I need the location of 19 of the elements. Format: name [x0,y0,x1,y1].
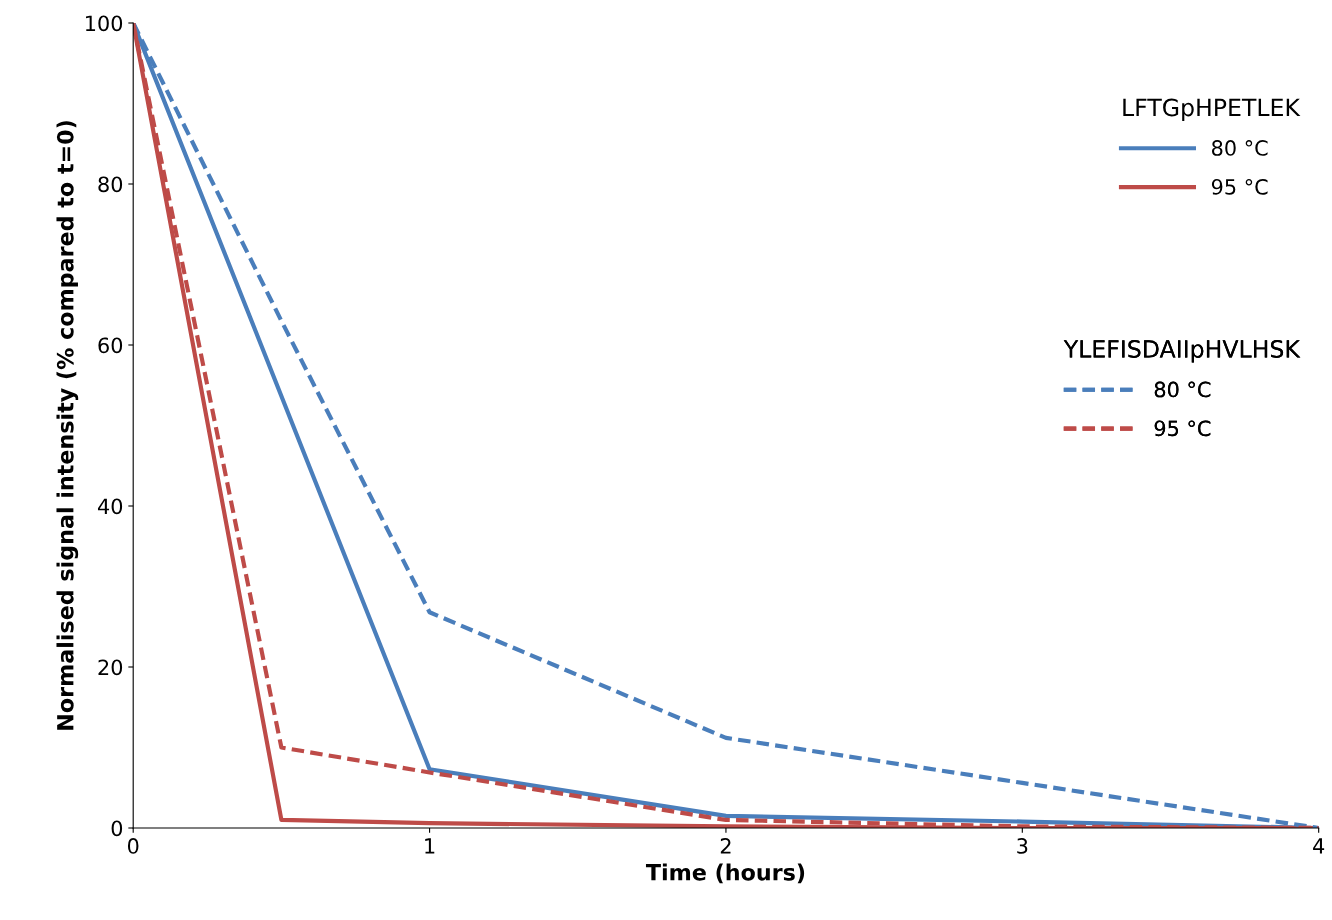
x-tick-label: 0 [127,838,139,854]
legend-label: 80 °C [1154,381,1211,398]
y-tick-label: 0 [111,820,123,837]
x-tick-label: 4 [1313,838,1325,854]
y-tick-label: 80 [98,176,123,193]
y-axis-title: Normalised signal intensity (% compared to t=0) [56,121,79,730]
legend-label: 80 °C [1212,140,1268,156]
x-tick-label: 3 [1017,838,1028,854]
text: YLEFISDAIIpHVLHSK [1063,340,1301,363]
y-tick-label: 100 [86,15,123,32]
y-tick-label: 60 [98,337,123,354]
y-tick-label: 20 [98,659,123,676]
legend-label: 95 °C [1211,178,1268,195]
y-tick-label: 40 [97,498,123,515]
x-tick-label: 1 [425,838,435,854]
x-tick-label: 2 [720,838,731,854]
legend-label: 95 °C [1154,420,1211,437]
x-axis-title: Time (hours) [645,863,805,884]
text: LFTGpHPETLEK [1123,98,1301,121]
